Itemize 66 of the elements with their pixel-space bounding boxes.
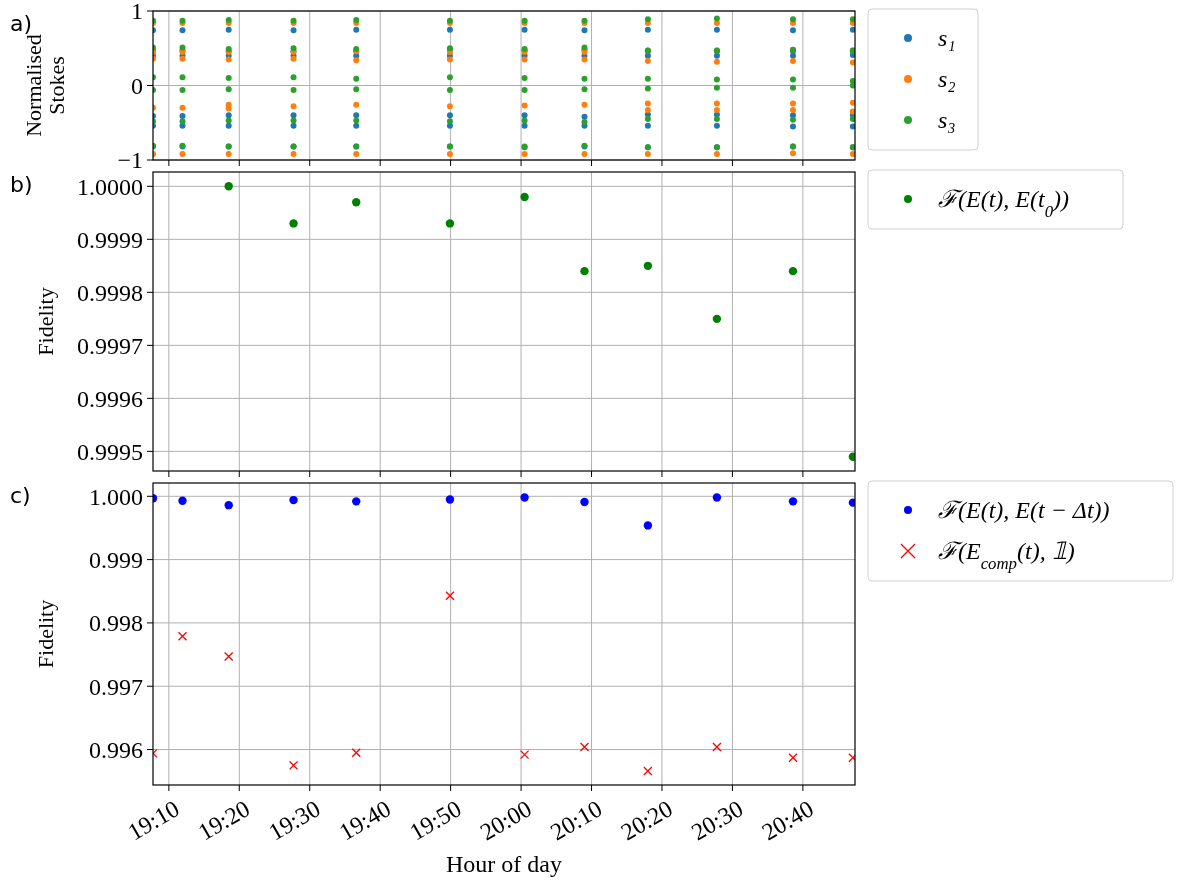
x-tick-label: 19:20: [193, 795, 255, 846]
x-tick-label: 20:10: [546, 795, 607, 846]
y-tick-label: −1: [117, 147, 143, 174]
point: [712, 314, 722, 324]
legend-label: ℱ(E$_{comp}$(t), 𝟙): [938, 538, 1075, 573]
point: [712, 742, 722, 752]
point: [788, 497, 798, 506]
point: [289, 219, 298, 228]
y-tick-label: 0.999: [89, 547, 143, 574]
legend-label: ℱ(E(t), E(t − Δt)): [938, 497, 1110, 524]
point: [224, 651, 234, 662]
y-tick-label: 0.998: [89, 610, 143, 637]
point: [177, 631, 188, 641]
point: [445, 219, 455, 228]
y-axis-title: Normalised Stokes: [20, 34, 69, 137]
y-tick-label: 1: [131, 0, 143, 25]
point: [519, 749, 530, 760]
x-tick-label: 19:10: [123, 795, 184, 846]
point: [580, 497, 589, 507]
x-tick-label: 20:40: [757, 795, 818, 846]
point: [352, 198, 361, 207]
point: [352, 497, 361, 506]
point: [580, 266, 589, 276]
point: [445, 495, 455, 504]
y-tick-label: 1.0000: [77, 173, 143, 200]
text: b): [10, 171, 33, 197]
legend-label: s₃: [938, 107, 956, 134]
point: [224, 500, 233, 510]
point: [224, 182, 233, 191]
y-tick-label: 0.9999: [77, 226, 143, 253]
point: [178, 496, 187, 505]
point: [445, 591, 455, 601]
x-tick-label: 19:30: [264, 795, 325, 846]
y-axis-title: Fidelity: [32, 287, 58, 356]
text: a): [10, 10, 33, 36]
y-tick-label: 1.000: [89, 483, 143, 510]
x-axis-title: Hour of day: [446, 851, 562, 877]
legend-label: ℱ(E(t), E(t$_{0}$)): [938, 186, 1070, 221]
y-tick-label: 0.9997: [77, 332, 143, 359]
point: [712, 493, 722, 502]
x-tick-label: 20:00: [475, 795, 536, 846]
y-axis-title: Fidelity: [32, 599, 58, 669]
x-tick-label: 20:20: [616, 795, 677, 846]
point: [788, 266, 798, 276]
y-tick-label: 0.9995: [77, 438, 143, 465]
y-tick-label: 0.996: [89, 736, 143, 763]
y-tick-label: 0.9998: [77, 279, 143, 306]
x-tick-label: 20:30: [686, 795, 748, 846]
point: [351, 748, 361, 758]
point: [288, 760, 299, 771]
point: [289, 495, 298, 505]
point: [643, 521, 653, 530]
x-tick-label: 19:50: [405, 795, 466, 846]
point: [579, 742, 590, 752]
y-tick-label: 0.997: [89, 673, 143, 700]
legend-label: s₂: [938, 66, 956, 93]
x-tick-label: 19:40: [334, 795, 396, 846]
point: [643, 261, 653, 271]
text: c): [10, 482, 31, 508]
point: [520, 192, 529, 202]
y-tick-label: 0.9996: [77, 385, 143, 412]
legend-label: s₁: [938, 25, 956, 52]
point: [643, 766, 653, 776]
point: [520, 493, 529, 502]
point: [788, 753, 798, 763]
y-tick-label: 0: [131, 72, 143, 99]
